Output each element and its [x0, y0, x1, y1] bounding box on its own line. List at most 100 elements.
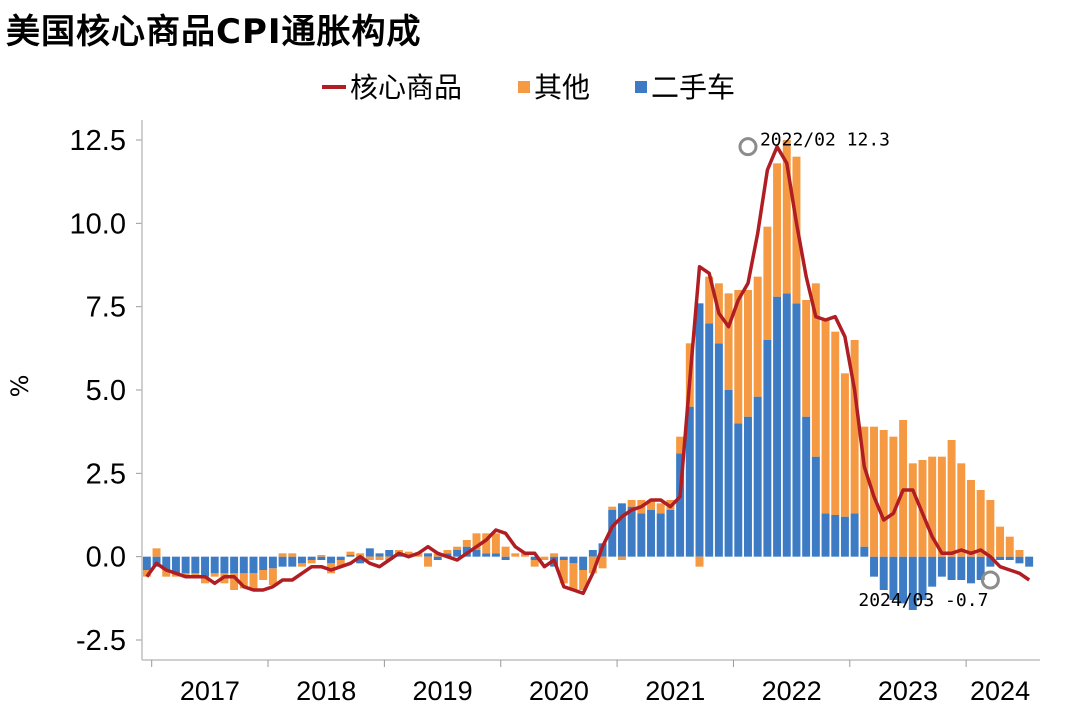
other-bar: [404, 551, 413, 555]
other-bar: [239, 573, 248, 589]
other-bar: [152, 548, 161, 557]
other-bar: [918, 460, 927, 557]
other-bar: [501, 546, 510, 557]
used-car-bar: [317, 556, 326, 560]
other-bar: [627, 500, 636, 507]
other-bar: [598, 556, 607, 569]
other-bar: [1005, 536, 1014, 557]
used-car-bar: [336, 556, 345, 560]
other-bar: [840, 373, 849, 517]
x-tick-label: 2023: [878, 676, 938, 706]
y-tick-label: 7.5: [86, 292, 126, 324]
chart-title: 美国核心商品CPI通胀构成: [6, 12, 422, 52]
used-car-bar: [365, 548, 374, 557]
legend-core-label: 核心商品: [350, 71, 462, 104]
used-car-bar: [879, 556, 888, 590]
annotation-marker: [738, 137, 758, 157]
other-bar: [424, 556, 432, 567]
other-bar: [375, 556, 384, 560]
used-car-bar: [385, 550, 394, 557]
x-axis: 2017 2018 2019 2020 2021 2022 2023 2024: [151, 660, 1030, 706]
other-bar: [908, 463, 917, 557]
other-bar: [860, 426, 869, 547]
other-bar: [288, 553, 297, 557]
other-bar: [763, 226, 772, 340]
y-axis: 12.5 10.0 7.5 5.0 2.5 0.0 -2.5: [70, 125, 142, 657]
other-bar: [491, 533, 500, 554]
other-bar: [647, 500, 655, 510]
used-car-bar: [763, 340, 772, 557]
used-car-bar: [579, 556, 588, 570]
used-car-bar: [259, 556, 268, 570]
other-bar: [986, 500, 995, 557]
used-car-bar: [773, 296, 782, 557]
used-car-bar: [424, 553, 432, 557]
used-car-bar: [714, 343, 723, 557]
other-bar: [569, 563, 578, 590]
used-car-bar: [608, 510, 617, 557]
other-bar: [821, 320, 830, 514]
y-tick-label: 10.0: [70, 208, 126, 240]
used-car-bar: [937, 556, 946, 577]
y-tick-label: 5.0: [86, 375, 126, 407]
other-bar: [210, 573, 219, 577]
other-bar: [705, 276, 714, 324]
used-car-bar: [831, 515, 840, 557]
x-tick-label: 2019: [413, 676, 473, 706]
annotation-marker: [980, 570, 1000, 590]
used-car-bar: [346, 555, 355, 557]
annotation-label: 2024/03 -0.7: [858, 590, 988, 611]
other-bar: [346, 551, 355, 555]
other-bar: [724, 293, 733, 390]
used-car-bar: [530, 556, 539, 560]
other-bar: [617, 556, 626, 560]
other-bar: [996, 526, 1005, 557]
other-bar: [976, 490, 985, 557]
other-bar: [230, 573, 239, 590]
other-bar: [811, 283, 820, 457]
used-car-bar: [1005, 556, 1014, 560]
other-bar: [879, 430, 888, 557]
used-car-bar: [268, 556, 277, 569]
used-car-bar: [676, 453, 685, 557]
y-tick-label: 0.0: [86, 542, 126, 574]
other-bar: [482, 533, 491, 554]
used-car-bar: [201, 556, 209, 577]
used-car-bar: [753, 396, 762, 557]
used-car-bar: [569, 556, 578, 564]
other-bar: [259, 570, 268, 580]
used-car-bar: [433, 556, 442, 560]
used-car-bar: [162, 556, 171, 570]
core-goods-line: [145, 144, 1031, 596]
other-bar: [530, 560, 539, 567]
used-car-bar: [181, 556, 190, 574]
other-bar: [142, 570, 151, 577]
used-car-bar: [860, 546, 869, 557]
used-car-bars: [142, 293, 1034, 610]
other-bar: [889, 436, 898, 557]
legend-other-swatch: [518, 81, 530, 93]
used-car-bar: [617, 503, 626, 557]
other-bar: [336, 560, 345, 567]
used-car-bar: [744, 416, 752, 557]
other-bar: [782, 140, 791, 294]
x-tick-label: 2022: [762, 676, 822, 706]
other-bar: [967, 480, 975, 557]
used-car-bar: [908, 556, 917, 610]
used-car-bar: [627, 506, 636, 557]
other-bar: [559, 560, 568, 584]
other-bar: [588, 556, 597, 574]
used-car-bar: [840, 516, 849, 557]
used-car-bar: [685, 406, 694, 557]
used-car-bar: [472, 550, 481, 557]
other-bar: [162, 570, 171, 577]
used-car-bar: [210, 556, 219, 574]
other-bar: [608, 506, 617, 510]
used-car-bar: [491, 553, 500, 557]
used-car-bar: [171, 556, 180, 574]
used-car-bar: [239, 556, 248, 574]
y-tick-label: -2.5: [76, 625, 126, 657]
used-car-bar: [230, 556, 239, 574]
other-bar: [753, 276, 762, 397]
